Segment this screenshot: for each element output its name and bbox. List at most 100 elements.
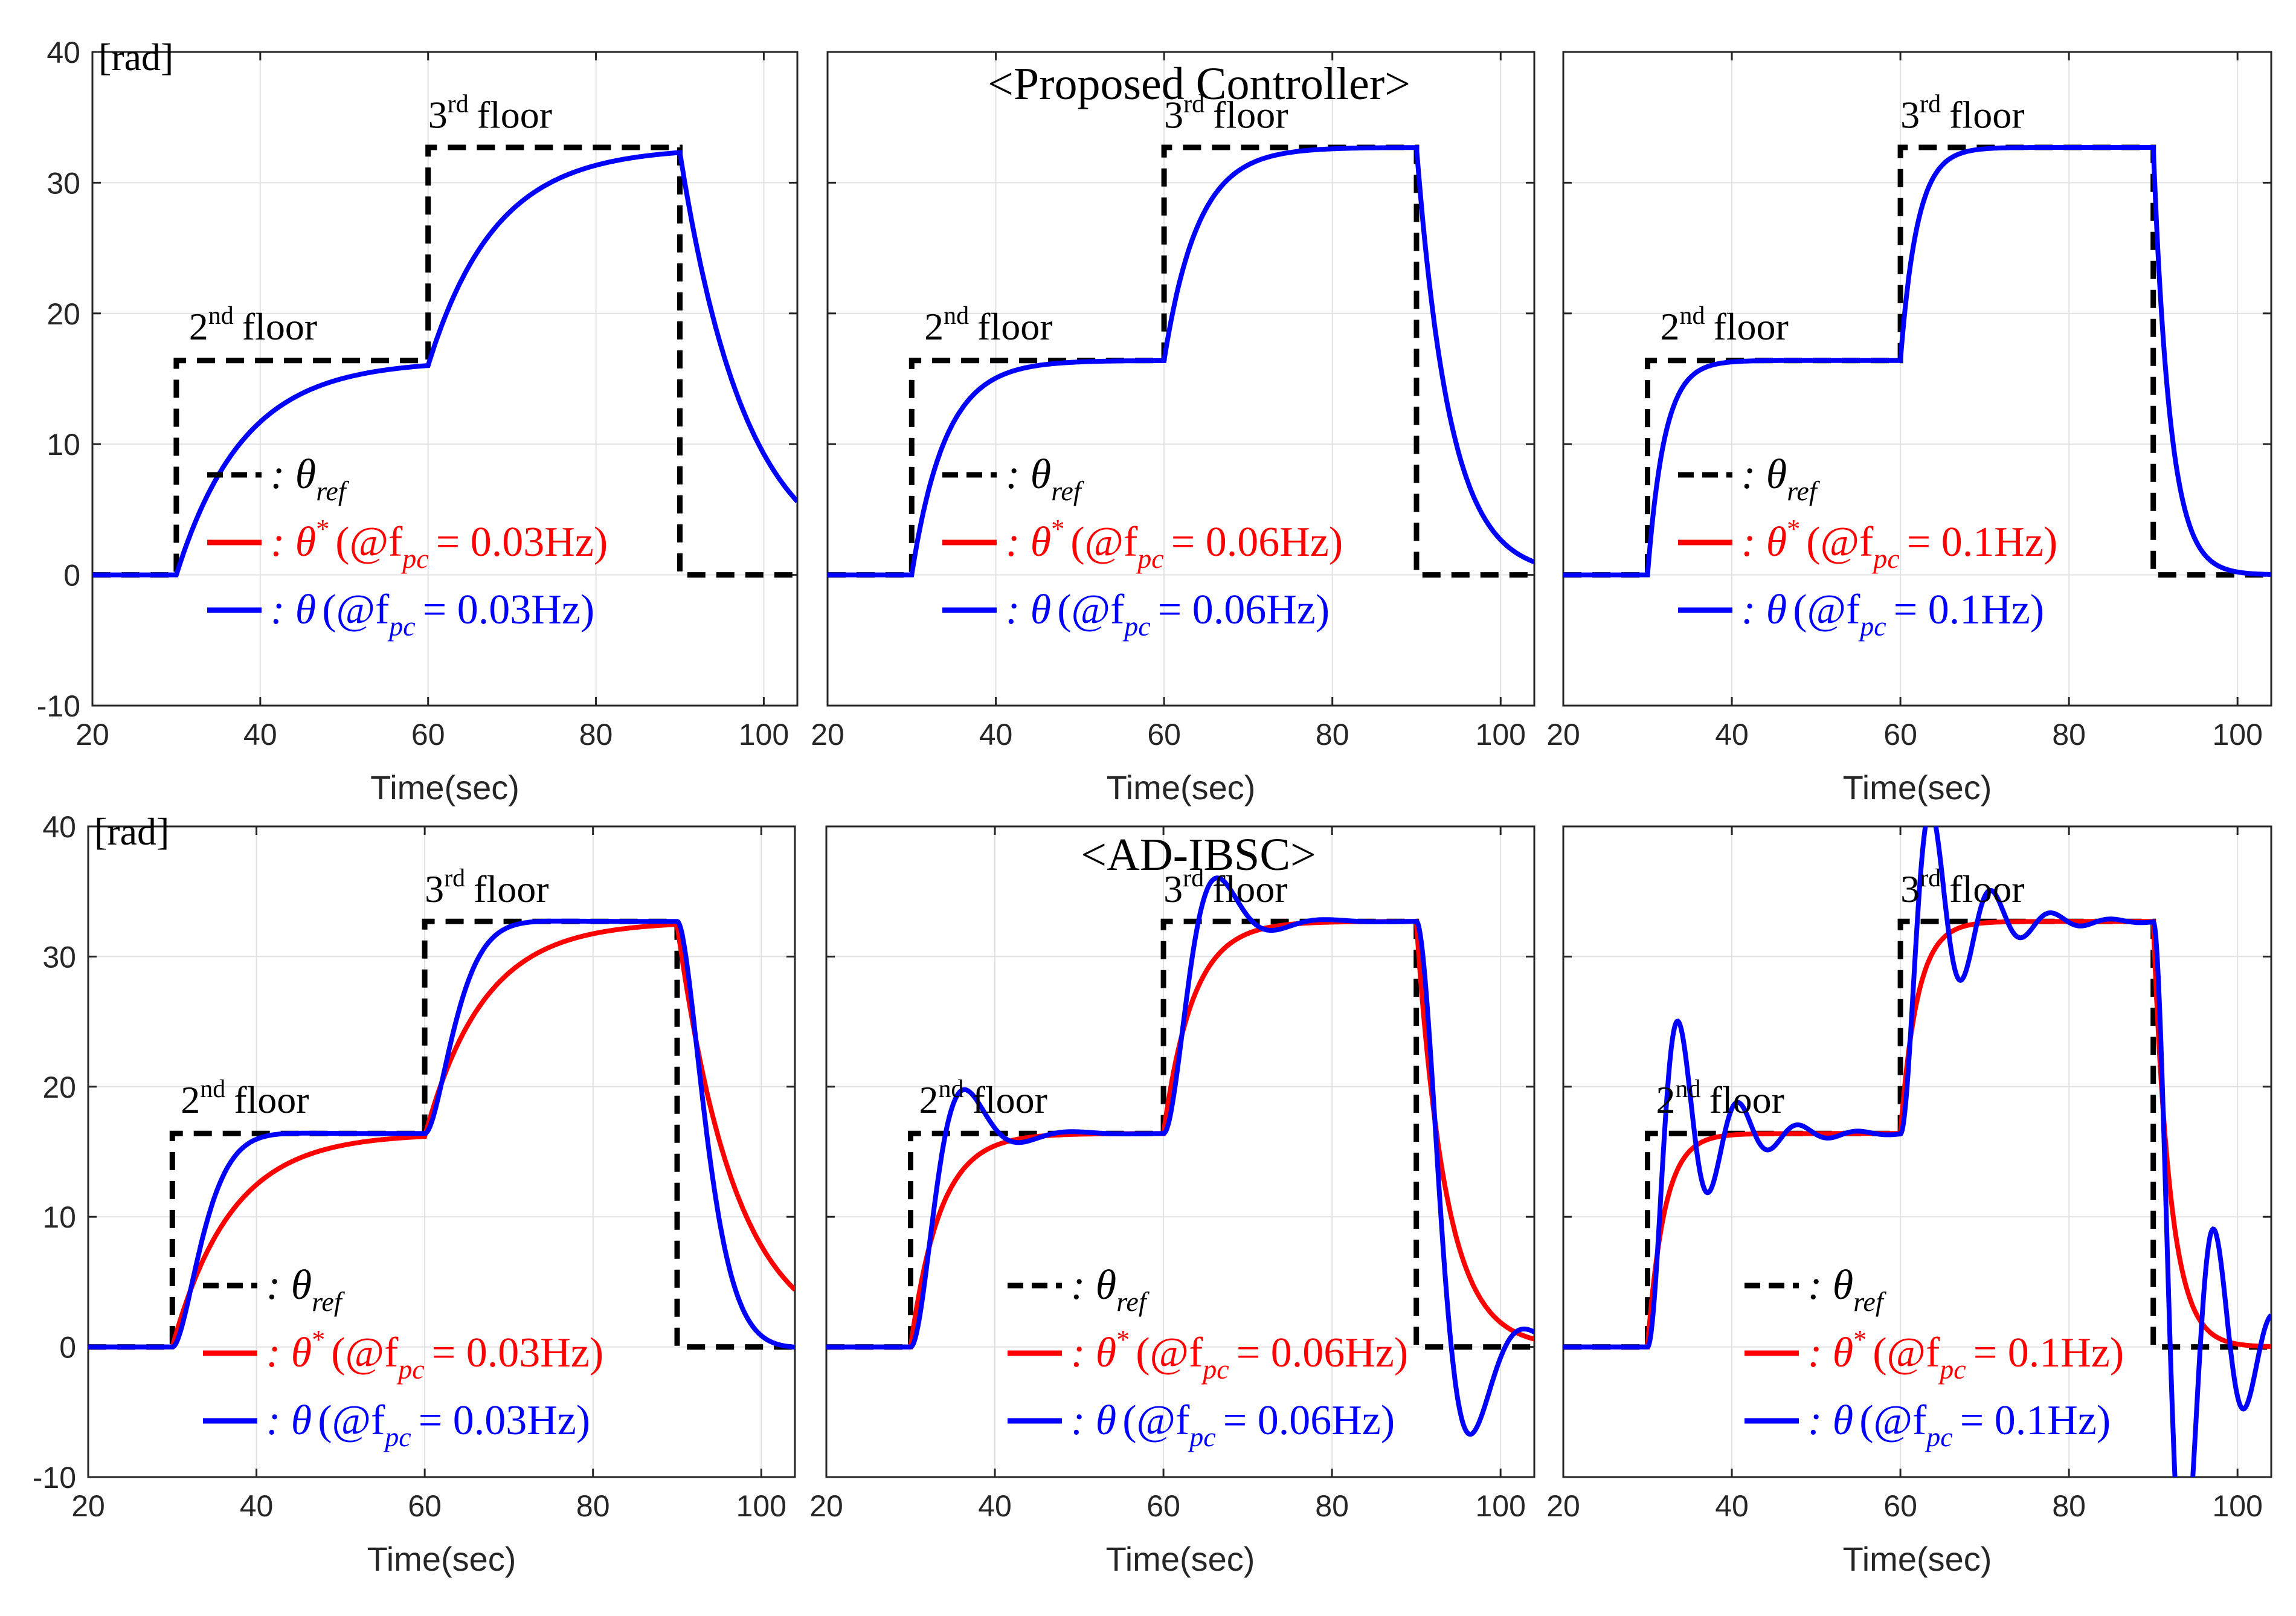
legend-meas-prefix: (@f — [1122, 1397, 1190, 1444]
y-tick-label: 30 — [42, 940, 76, 974]
floor3-annotation-word: floor — [474, 868, 548, 910]
legend-ref-sub: ref — [1116, 1286, 1150, 1317]
legend-model-value: = 0.1Hz) — [1907, 519, 2057, 565]
legend-model-sub: pc — [1871, 543, 1899, 574]
x-tick-label: 20 — [1546, 718, 1580, 752]
legend-model-symbol: : θ — [1071, 1330, 1116, 1376]
floor2-annotation: 2nd floor — [924, 302, 1052, 348]
y-unit-label: [rad] — [98, 36, 173, 79]
legend-model-sup: * — [1051, 514, 1064, 544]
x-tick-label: 20 — [1546, 1489, 1580, 1523]
legend-label-model: : θ* (@fpc = 0.03Hz) — [271, 514, 608, 574]
legend-model-sub: pc — [400, 543, 428, 574]
legend-model-symbol: : θ — [266, 1330, 312, 1376]
floor3-annotation: 3rd floor — [1900, 91, 2024, 137]
grid — [826, 826, 1534, 1478]
legend-model-sub: pc — [396, 1354, 424, 1385]
x-tick-label: 40 — [1715, 718, 1749, 752]
panel-2: 20 40 60 80 100 Time(sec) <Proposed Controller… — [811, 51, 1535, 806]
legend-label-model: : θ* (@fpc = 0.1Hz) — [1741, 514, 2057, 574]
legend-ref-sub: ref — [312, 1286, 346, 1317]
floor3-annotation-word: floor — [1949, 868, 2024, 910]
floor3-annotation-word: floor — [1213, 94, 1288, 137]
floor2-annotation: 2nd floor — [181, 1075, 309, 1121]
legend-model-symbol: : θ — [1808, 1330, 1853, 1376]
plot-frame — [87, 825, 796, 1478]
floor3-annotation-suffix: rd — [1183, 91, 1204, 118]
legend-meas-value: = 0.03Hz) — [419, 1397, 590, 1444]
legend-label-model: : θ* (@fpc = 0.1Hz) — [1808, 1325, 2124, 1385]
series-group — [92, 144, 797, 578]
legend: : θref: θ* (@fpc = 0.03Hz): θ (@fpc = 0.03Hz… — [207, 451, 608, 642]
chart-title: <AD-IBSC> — [1081, 829, 1316, 880]
floor2-annotation-suffix: nd — [208, 302, 234, 330]
series-group — [828, 144, 1534, 578]
legend-meas-prefix: (@f — [318, 1397, 385, 1444]
series-theta-ref — [1563, 918, 2271, 1350]
legend-meas-sub: pc — [1858, 611, 1886, 642]
legend-meas-prefix: (@f — [1793, 587, 1860, 633]
floor3-annotation-number: 3 — [1163, 868, 1183, 910]
floor2-annotation-word: floor — [234, 1078, 309, 1121]
x-axis-label: Time(sec) — [1107, 768, 1256, 806]
floor3-annotation-suffix: rd — [1920, 864, 1941, 892]
panel-4: 20 40 60 80 100 -10 0 10 20 30 40 Time(sec) [rad] 2nd… — [33, 810, 796, 1578]
floor2-annotation-suffix: nd — [1679, 302, 1705, 330]
x-tick-label: 60 — [1146, 1489, 1180, 1523]
floor3-annotation: 3rd floor — [1163, 864, 1287, 910]
floor2-annotation: 2nd floor — [919, 1075, 1047, 1121]
x-tick-label: 100 — [736, 1489, 786, 1523]
legend-ref-symbol: : θ — [1006, 451, 1051, 498]
legend-meas-prefix: (@f — [322, 587, 390, 633]
legend-label-meas: : θ (@fpc = 0.06Hz) — [1071, 1397, 1395, 1452]
series-theta-ref — [1563, 144, 2271, 578]
panel-1: 20 40 60 80 100 -10 0 10 20 30 40 Time(sec) [rad] 2nd… — [37, 36, 799, 806]
legend-model-value: = 0.06Hz) — [1236, 1330, 1408, 1376]
floor3-annotation-number: 3 — [1900, 94, 1920, 137]
floor2-annotation: 2nd floor — [1660, 302, 1788, 348]
plot-frame — [1562, 825, 2272, 1478]
floor2-annotation-number: 2 — [924, 305, 944, 348]
legend-model-prefix: (@f — [335, 519, 403, 565]
legend-model-sup: * — [1116, 1325, 1130, 1354]
series-group — [1563, 826, 2271, 1477]
floor2-annotation-word: floor — [242, 305, 317, 348]
series-theta-ref — [88, 918, 795, 1350]
x-axis-label: Time(sec) — [370, 768, 519, 806]
x-tick-label: 60 — [1883, 1489, 1917, 1523]
legend-model-prefix: (@f — [1136, 1330, 1203, 1376]
legend: : θref: θ* (@fpc = 0.03Hz): θ (@fpc = 0.03Hz… — [203, 1262, 603, 1452]
y-unit-label: [rad] — [94, 810, 169, 853]
x-tick-label: 80 — [576, 1489, 610, 1523]
x-axis-label: Time(sec) — [367, 1540, 516, 1578]
legend-meas-prefix: (@f — [1057, 587, 1125, 633]
x-tick-label: 100 — [739, 718, 789, 752]
legend-ref-symbol: : θ — [1071, 1262, 1116, 1309]
legend-label-ref: : θref — [1071, 1262, 1150, 1317]
x-tick-label: 80 — [2052, 718, 2086, 752]
legend-meas-value: = 0.1Hz) — [1960, 1397, 2111, 1444]
x-tick-label: 40 — [979, 718, 1013, 752]
x-tick-label: 100 — [1475, 1489, 1525, 1523]
legend-meas-symbol: : θ — [1006, 587, 1051, 633]
legend-model-prefix: (@f — [1806, 519, 1874, 565]
series-theta — [1563, 826, 2271, 1477]
x-tick-label: 40 — [243, 718, 277, 752]
legend-label-model: : θ* (@fpc = 0.06Hz) — [1071, 1325, 1408, 1385]
floor2-annotation: 2nd floor — [1656, 1075, 1784, 1121]
legend-model-sup: * — [312, 1325, 325, 1354]
legend-ref-symbol: : θ — [1741, 451, 1787, 498]
x-tick-label: 40 — [1715, 1489, 1749, 1523]
series-theta — [92, 150, 797, 578]
floor2-annotation-number: 2 — [1656, 1078, 1675, 1121]
floor2-annotation: 2nd floor — [189, 302, 317, 348]
legend-label-ref: : θref — [1741, 451, 1821, 506]
x-tick-label: 40 — [978, 1489, 1012, 1523]
floor3-annotation-suffix: rd — [448, 91, 469, 118]
x-tick-label: 100 — [2212, 1489, 2262, 1523]
y-tick-label: 40 — [42, 810, 76, 844]
series-theta-ref — [828, 144, 1534, 578]
legend-model-symbol: : θ — [1741, 519, 1787, 565]
y-tick-label: 10 — [47, 428, 80, 462]
